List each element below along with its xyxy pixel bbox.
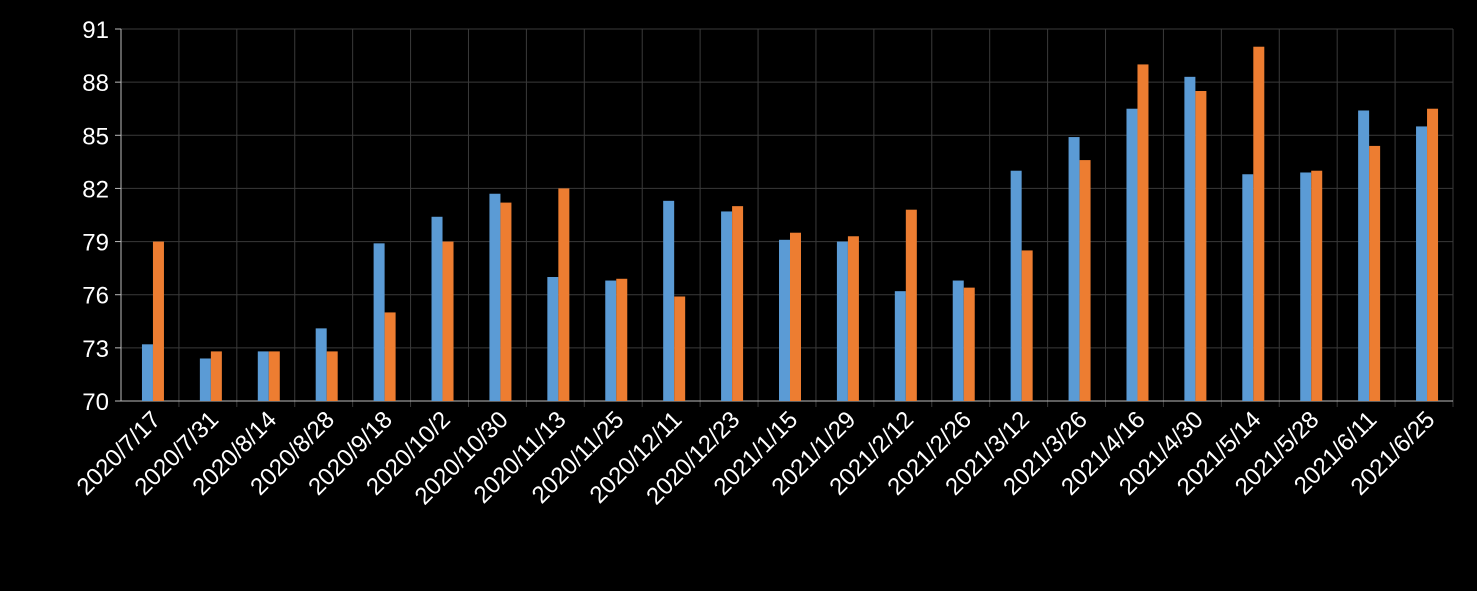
bar — [1068, 137, 1080, 402]
bar — [489, 193, 501, 401]
bar — [1126, 108, 1138, 401]
bar — [152, 241, 164, 401]
y-tick-label: 79 — [82, 230, 109, 257]
bar — [257, 351, 269, 401]
bar — [674, 296, 686, 401]
bar — [268, 351, 280, 401]
y-tick-label: 91 — [82, 17, 109, 44]
bar — [141, 344, 153, 401]
bar — [442, 241, 454, 401]
bar — [1242, 174, 1254, 401]
bar — [384, 312, 396, 401]
bar — [963, 287, 975, 401]
bar — [847, 236, 859, 401]
bar — [779, 239, 790, 401]
bar — [1416, 126, 1428, 401]
bar — [732, 206, 744, 401]
bar — [952, 280, 964, 401]
bar — [605, 280, 617, 401]
bar — [836, 241, 848, 401]
bar — [1300, 172, 1312, 401]
y-tick-label: 76 — [82, 283, 109, 310]
bar — [199, 358, 211, 401]
y-tick-label: 85 — [82, 123, 109, 150]
bar — [315, 328, 327, 401]
bar — [663, 200, 675, 401]
bar — [326, 351, 338, 401]
bar — [1079, 160, 1091, 401]
bar — [373, 243, 385, 401]
bar — [558, 188, 570, 401]
bar — [616, 278, 628, 401]
bar — [1253, 46, 1265, 401]
bar — [500, 202, 512, 401]
bar — [547, 277, 559, 401]
y-tick-label: 88 — [82, 70, 109, 97]
bar — [1021, 250, 1033, 401]
bar — [1311, 170, 1323, 401]
bar — [790, 232, 801, 401]
bar — [210, 351, 222, 401]
bar — [1427, 108, 1439, 401]
bar — [1358, 110, 1370, 401]
bar — [894, 291, 906, 401]
bar — [1369, 145, 1381, 401]
bar — [721, 211, 733, 401]
y-tick-label: 73 — [82, 336, 109, 363]
bar — [1184, 76, 1196, 401]
y-tick-label: 82 — [82, 176, 109, 203]
bar — [431, 216, 443, 401]
bar — [1137, 64, 1149, 401]
bar — [1010, 170, 1022, 401]
bar — [905, 209, 917, 401]
bar — [1195, 91, 1207, 401]
y-tick-label: 70 — [82, 389, 109, 416]
